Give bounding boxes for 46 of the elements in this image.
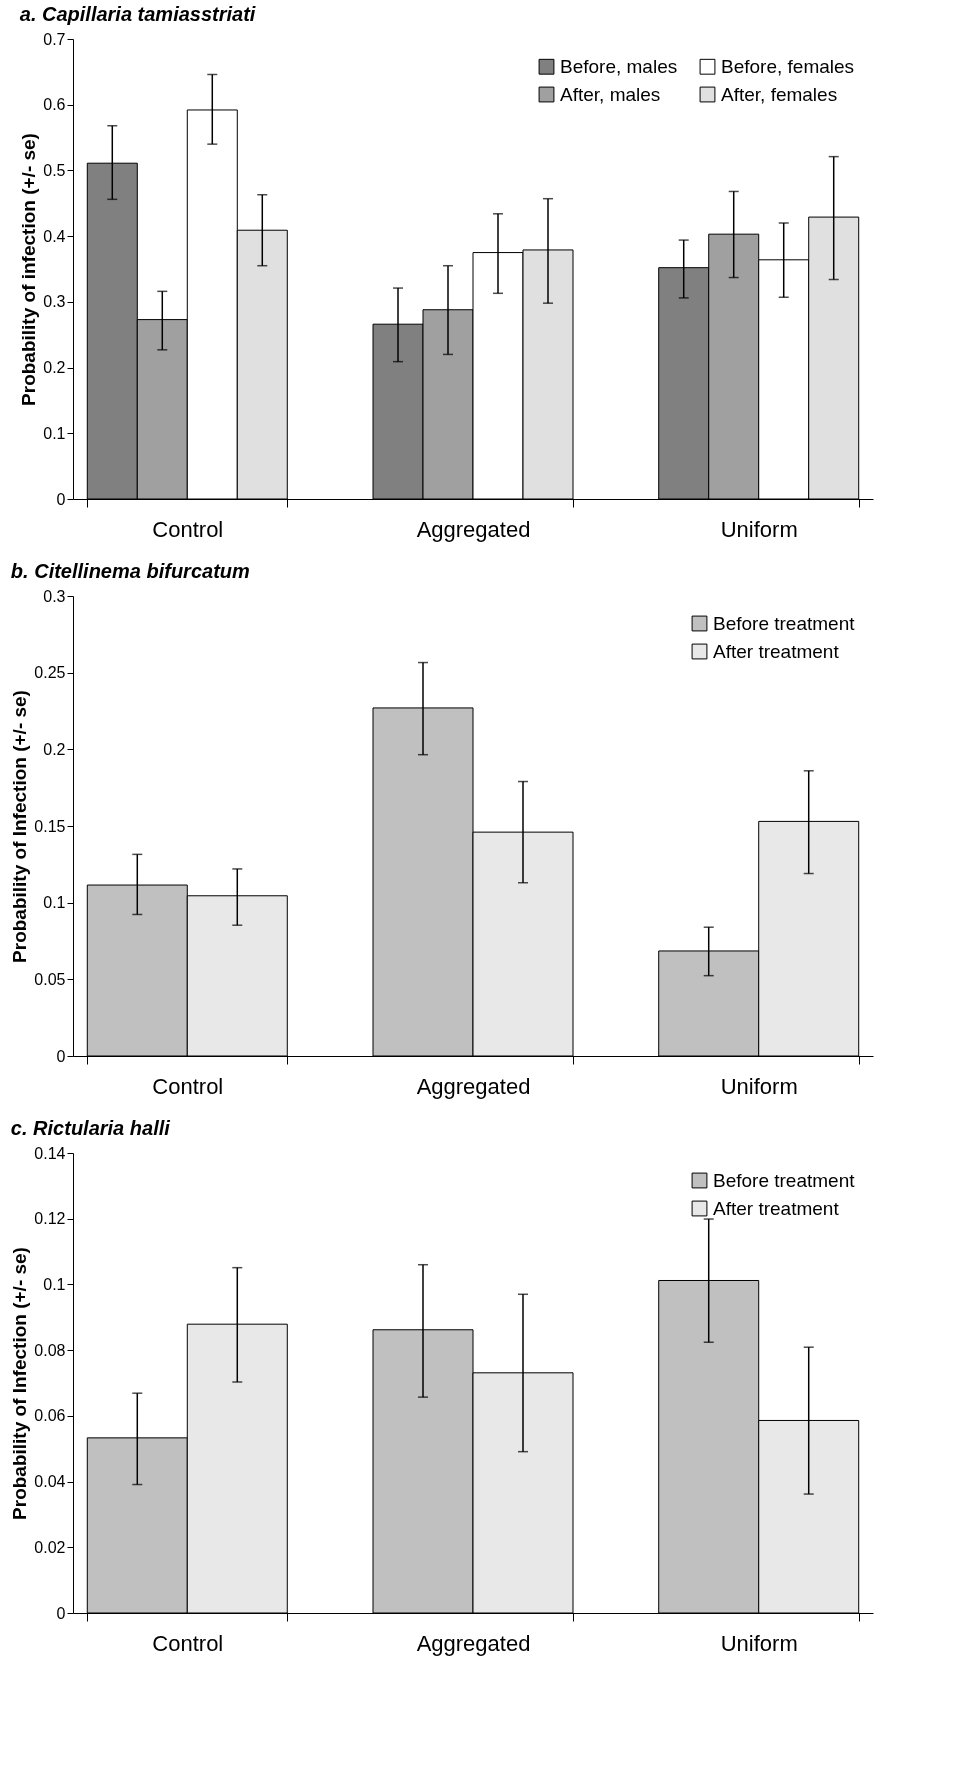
legend-label: Before treatment [713, 1169, 856, 1191]
y-tick-label: 0.1 [43, 424, 66, 442]
y-tick-label: 0.3 [43, 293, 66, 311]
y-tick-label: 0.4 [43, 227, 66, 245]
y-tick-label: 0.2 [43, 359, 66, 377]
y-axis-title: Probability of infection (+/- se) [18, 133, 40, 406]
y-tick-label: 0.02 [34, 1538, 66, 1556]
chart-title: a. Capillaria tamiasstriati [19, 3, 256, 25]
x-tick-label: Aggregated [416, 1630, 531, 1656]
x-tick-label: Control [152, 1630, 224, 1656]
legend-label: After, males [560, 83, 661, 105]
legend-label: Before, females [721, 55, 855, 77]
y-tick-label: 0.6 [43, 96, 66, 114]
y-tick-label: 0.2 [43, 740, 66, 758]
x-tick-label: Uniform [720, 1073, 798, 1099]
chart-title: c. Rictularia halli [10, 1117, 171, 1139]
y-tick-label: 0.7 [43, 30, 66, 48]
y-tick-label: 0.08 [34, 1341, 66, 1359]
y-tick-label: 0.25 [34, 664, 66, 682]
legend-label: After, females [721, 83, 838, 105]
x-tick-label: Control [152, 516, 224, 542]
legend-label: After treatment [713, 1197, 840, 1219]
y-tick-label: 0 [56, 1047, 66, 1065]
y-axis-title: Probability of Infection (+/- se) [9, 1247, 31, 1520]
y-tick-label: 0.1 [43, 1275, 66, 1293]
chart-title: b. Citellinema bifurcatum [10, 560, 250, 582]
y-tick-label: 0.06 [34, 1407, 66, 1425]
legend-label: Before treatment [713, 612, 856, 634]
legend-label: Before, males [560, 55, 678, 77]
x-tick-label: Aggregated [416, 1073, 531, 1099]
y-tick-label: 0.05 [34, 970, 66, 988]
y-tick-label: 0.3 [43, 587, 66, 605]
legend-label: After treatment [713, 640, 840, 662]
y-tick-label: 0.12 [34, 1210, 66, 1228]
y-tick-label: 0.5 [43, 161, 66, 179]
y-axis-title: Probability of Infection (+/- se) [9, 690, 31, 963]
x-tick-label: Uniform [720, 1630, 798, 1656]
y-tick-label: 0.15 [34, 817, 66, 835]
x-tick-label: Aggregated [416, 516, 531, 542]
y-tick-label: 0.1 [43, 894, 66, 912]
x-tick-label: Control [152, 1073, 224, 1099]
x-tick-label: Uniform [720, 516, 798, 542]
y-tick-label: 0 [56, 1604, 66, 1622]
y-tick-label: 0 [56, 490, 66, 508]
y-tick-label: 0.04 [34, 1473, 66, 1491]
y-tick-label: 0.14 [34, 1144, 66, 1162]
